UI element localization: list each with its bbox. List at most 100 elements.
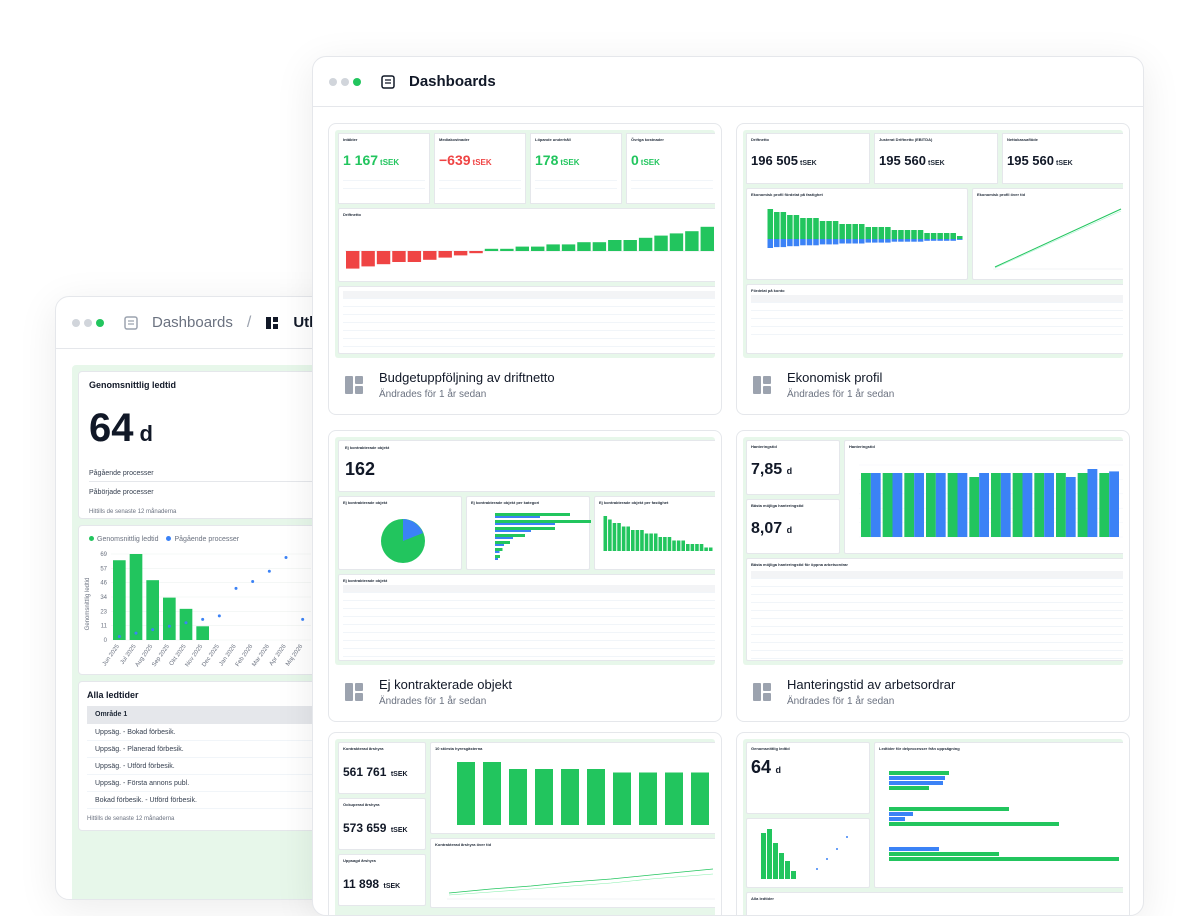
breadcrumb-root[interactable]: Dashboards — [152, 314, 233, 331]
table-row — [343, 593, 715, 601]
dashboard-card-handling[interactable]: Hanteringstid 7,85 d Bästa möjliga hante… — [736, 430, 1130, 722]
waterfall-bar — [484, 248, 499, 251]
profile-bar-neg — [930, 239, 937, 241]
kpi-value: 196 505 — [751, 153, 798, 168]
table-row — [343, 633, 715, 641]
waterfall-bar — [654, 235, 668, 251]
kpi-value-group: 196 505 tSEK — [751, 152, 817, 170]
profile-line-panel: Ekonomisk profil över tid — [972, 188, 1123, 280]
rent-bar — [587, 769, 605, 825]
property-bar — [640, 530, 644, 551]
handling-bar — [861, 473, 871, 537]
waterfall-bar — [453, 251, 468, 256]
profile-bar — [800, 218, 806, 239]
kpi-value-group: 195 560 tSEK — [879, 152, 945, 170]
leadtime-kpi: Genomsnittlig ledtid 64 d — [746, 742, 870, 814]
card-footer: Ej kontrakterade objekt Ändrades för 1 å… — [329, 663, 721, 721]
table-row — [751, 327, 1123, 335]
property-label: Ej kontrakterade objekt per fastighet — [599, 500, 669, 505]
dashboards-icon — [381, 74, 395, 89]
dashboard-card-leadtime[interactable]: Genomsnittlig ledtid 64 d Ledtider för d… — [736, 732, 1130, 915]
budget-table-panel — [338, 286, 715, 354]
pending-point — [301, 617, 305, 621]
kpi-label: Nettokassaflöde — [1007, 137, 1038, 142]
property-bar — [704, 547, 708, 551]
table-row — [343, 585, 715, 593]
property-bar — [621, 526, 626, 551]
bar — [113, 560, 126, 640]
table-row — [751, 319, 1123, 327]
property-bar — [612, 523, 617, 551]
profile-bar-neg — [826, 239, 832, 245]
kpi-line — [631, 180, 713, 181]
profile-bar-neg — [845, 239, 852, 244]
profile-bar — [950, 233, 956, 239]
card-title[interactable]: Ekonomisk profil — [787, 370, 883, 385]
card-thumbnail: Kontrakterad årshyra 561 761 tSEK Ockupe… — [335, 739, 715, 915]
window-controls[interactable] — [72, 318, 104, 327]
profile-bar — [917, 230, 924, 239]
pending-point — [117, 635, 121, 639]
profile-bar — [767, 209, 774, 239]
profile-bar — [852, 224, 858, 239]
profile-bar-neg — [924, 239, 930, 241]
table-row — [343, 323, 715, 331]
rent-kpi-2-unit: tSEK — [390, 827, 408, 834]
minimize-dot[interactable] — [341, 77, 349, 86]
category-bar-b — [495, 516, 540, 518]
leadtime-kpi-value: 64 — [751, 757, 772, 777]
property-bar — [663, 537, 667, 551]
dashboard-card-objects[interactable]: Ej kontrakterade objekt 162 Ej kontrakte… — [328, 430, 722, 722]
card-title[interactable]: Ej kontrakterade objekt — [379, 677, 512, 692]
profile-bar — [839, 224, 845, 239]
profile-bar-neg — [943, 239, 950, 241]
kpi-value-group: 178 tSEK — [535, 152, 579, 170]
property-bar — [603, 516, 608, 551]
kpi-line — [343, 180, 425, 181]
maximize-dot[interactable] — [96, 318, 104, 327]
handling-bar — [1012, 473, 1023, 537]
kpi-value: 178 — [535, 152, 559, 168]
kpi-value-group: 195 560 tSEK — [1007, 152, 1073, 170]
table-row[interactable]: Uppsäg. - Planerad förbesik. — [87, 741, 347, 758]
table-row — [343, 339, 715, 347]
handling-table-panel: Bästa möjliga hanteringstid för öppna ar… — [746, 558, 1123, 661]
table-row[interactable]: Uppsäg. - Första annons publ. — [87, 775, 347, 792]
handling-bar-chart — [859, 464, 1123, 538]
table-row[interactable]: Uppsäg. - Bokad förbesik. — [87, 724, 347, 741]
handling-bar — [926, 473, 936, 537]
rent-bar — [535, 769, 553, 825]
table-row[interactable]: Bokad förbesik. - Utförd förbesik. — [87, 792, 347, 809]
objects-kpi-value: 162 — [345, 459, 376, 479]
table-row[interactable]: Uppsäg. - Utförd förbesik. — [87, 758, 347, 775]
pending-point — [234, 586, 238, 590]
dashboard-card-rent[interactable]: Kontrakterad årshyra 561 761 tSEK Ockupe… — [328, 732, 722, 915]
table-row — [751, 311, 1123, 319]
close-dot[interactable] — [329, 77, 337, 86]
dashboard-card-profile[interactable]: Driftnetto 196 505 tSEK Justerat Driftnetto… — [736, 123, 1130, 415]
leadtime-mini-chart-panel — [746, 818, 870, 888]
profile-table-panel: Fördelat på konto — [746, 284, 1123, 354]
card-title[interactable]: Hanteringstid av arbetsordrar — [787, 677, 956, 692]
card-thumbnail: Ej kontrakterade objekt 162 Ej kontrakte… — [335, 437, 715, 665]
y-tick-label: 57 — [100, 566, 107, 572]
maximize-dot[interactable] — [353, 77, 361, 86]
window-controls[interactable] — [329, 77, 361, 86]
close-dot[interactable] — [72, 318, 80, 327]
card-footer: Budgetuppföljning av driftnetto Ändrades… — [329, 356, 721, 414]
all-leadtimes-panel: Alla ledtider Område 1 Uppsäg. - Bokad f… — [78, 681, 347, 831]
kpi-value: 1 167 — [343, 152, 379, 168]
profile-bar-neg — [767, 239, 774, 248]
profile-bar-neg — [839, 239, 845, 244]
minimize-dot[interactable] — [84, 318, 92, 327]
profile-bar-neg — [917, 239, 924, 242]
table-row — [343, 625, 715, 633]
handling-bar-best — [935, 473, 946, 537]
kpi-value-group: −639 tSEK — [439, 152, 492, 170]
table-rows: Uppsäg. - Bokad förbesik. Uppsäg. - Plane… — [87, 724, 347, 809]
pending-point — [251, 580, 255, 584]
table-header[interactable]: Område 1 — [87, 706, 347, 724]
dashboard-card-budget[interactable]: Intäkter 1 167 tSEK Mediakostnader −639 tSEK L… — [328, 123, 722, 415]
card-title[interactable]: Budgetuppföljning av driftnetto — [379, 370, 555, 385]
property-bar — [644, 533, 649, 551]
